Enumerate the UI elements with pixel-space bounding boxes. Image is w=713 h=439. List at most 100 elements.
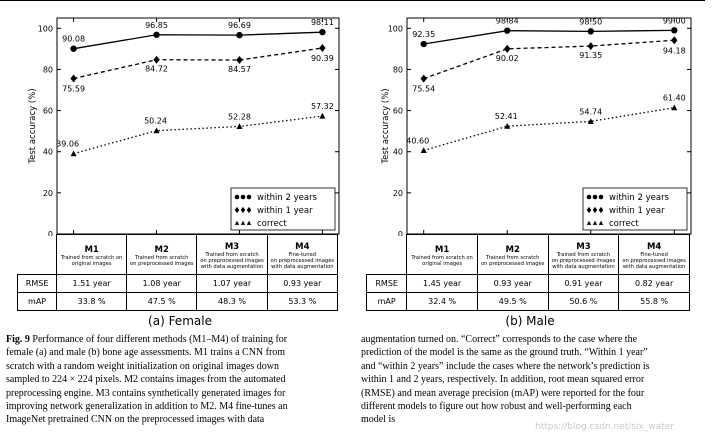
map-value: 50.6 % [547, 292, 620, 311]
data-point [587, 42, 594, 51]
legend-marker [592, 220, 598, 225]
method-cell: M4 Fine-tuned on preprocessed images with d… [618, 234, 690, 275]
header-rule [0, 0, 705, 1]
method-cell: M3 Trained from scratch on preprocessed im… [196, 234, 268, 275]
map-value: 49.5 % [476, 292, 549, 311]
panel-label-male: (b) Male [505, 314, 555, 328]
series-line [73, 47, 323, 80]
data-label: 90.08 [62, 35, 85, 44]
series-line [423, 107, 675, 152]
legend-marker [240, 220, 246, 225]
data-point [153, 55, 160, 64]
data-point [420, 74, 427, 83]
y-tick-label: 60 [43, 107, 53, 116]
data-point [319, 28, 326, 36]
rmse-value: 0.93 year [266, 274, 339, 293]
row-label-rmse: RMSE [365, 274, 408, 293]
data-label: 40.60 [406, 136, 429, 145]
legend-marker [240, 206, 246, 214]
legend-marker [234, 206, 240, 214]
data-label: 75.54 [412, 85, 435, 94]
legend-marker [246, 206, 252, 214]
legend-entry: within 2 years [257, 193, 318, 203]
data-point [587, 118, 594, 124]
rmse-value: 1.08 year [126, 274, 198, 293]
data-point [420, 147, 427, 154]
data-label: 84.72 [145, 65, 168, 74]
y-tick-label: 40 [393, 148, 403, 157]
legend-marker [234, 220, 240, 225]
data-point [671, 104, 678, 111]
data-label: 96.69 [228, 21, 251, 30]
rmse-value: 1.07 year [196, 274, 268, 293]
data-point [587, 28, 594, 35]
data-label: 90.02 [496, 54, 519, 63]
data-label: 90.39 [311, 54, 334, 63]
data-label: 92.35 [412, 30, 435, 39]
legend-marker [598, 220, 604, 225]
legend-marker [234, 194, 240, 200]
row-label-map: mAP [365, 292, 408, 311]
map-value: 47.5 % [126, 292, 198, 311]
data-label: 54.74 [579, 107, 602, 116]
method-cell: M1 Trained from scratch on original images [406, 234, 478, 275]
rmse-value: 0.82 year [618, 274, 690, 293]
method-cell: M1 Trained from scratch on original images [56, 234, 128, 275]
method-cell: M2 Trained from scratch on preprocessed im… [126, 234, 198, 275]
rmse-value: 1.51 year [56, 274, 128, 293]
legend-entry: correct [257, 219, 287, 229]
data-point [236, 56, 243, 65]
data-point [420, 40, 427, 48]
data-point [70, 74, 77, 83]
data-label: 52.28 [228, 112, 251, 121]
data-label: 98.84 [496, 17, 519, 26]
legend-marker [586, 220, 592, 225]
data-label: 61.40 [663, 94, 686, 103]
legend-marker [586, 194, 592, 200]
data-point [153, 127, 160, 134]
chart-male: 0 20 40 60 80 100 Test accuracy (%) 92.35 98.84 9… [381, 16, 692, 236]
data-label: 98.11 [311, 18, 334, 27]
y-axis-label: Test accuracy (%) [381, 88, 391, 164]
legend-entry: within 1 year [609, 206, 665, 216]
y-tick-label: 80 [43, 65, 53, 74]
map-value: 48.3 % [196, 292, 268, 311]
data-point [504, 27, 511, 34]
y-tick-label: 0 [48, 230, 53, 236]
y-tick-label: 20 [43, 189, 53, 198]
data-label: 98.50 [579, 17, 602, 26]
method-cell: M4 Fine-tuned on preprocessed images with d… [266, 234, 339, 275]
figure-caption-left: Fig. 9 Performance of four different met… [6, 334, 288, 426]
y-axis-label: Test accuracy (%) [28, 88, 38, 164]
series-line [73, 31, 323, 50]
data-label: 96.85 [145, 21, 168, 30]
data-label: 39.06 [56, 140, 79, 149]
data-point [236, 31, 243, 39]
series-line [423, 29, 675, 45]
data-point [153, 31, 160, 38]
data-label: 94.18 [663, 46, 686, 55]
map-value: 55.8 % [618, 292, 690, 311]
data-point [70, 45, 77, 52]
method-cell: M3 Trained from scratch on preprocessed im… [547, 234, 620, 275]
map-value: 32.4 % [406, 292, 478, 311]
rmse-value: 0.93 year [476, 274, 549, 293]
data-label: 50.24 [144, 117, 167, 126]
row-label-rmse: RMSE [16, 274, 58, 293]
data-point [236, 123, 243, 130]
data-point [319, 44, 326, 53]
metrics-table-male: M1 Trained from scratch on original images… [365, 234, 690, 311]
y-tick-label: 40 [43, 148, 53, 157]
method-cell: M2 Trained from scratch on preprocessed im… [476, 234, 549, 275]
legend-marker [598, 194, 604, 200]
legend-marker [240, 194, 246, 200]
data-label: 84.57 [228, 65, 251, 74]
data-label: 75.59 [62, 85, 85, 94]
figure-caption-right: augmentation turned on. “Correct” corres… [361, 334, 650, 426]
data-point [504, 122, 511, 129]
data-point [671, 36, 678, 45]
legend-marker [246, 220, 252, 225]
y-tick-label: 60 [393, 107, 403, 116]
data-label: 57.32 [311, 102, 334, 111]
series-line [423, 39, 675, 80]
